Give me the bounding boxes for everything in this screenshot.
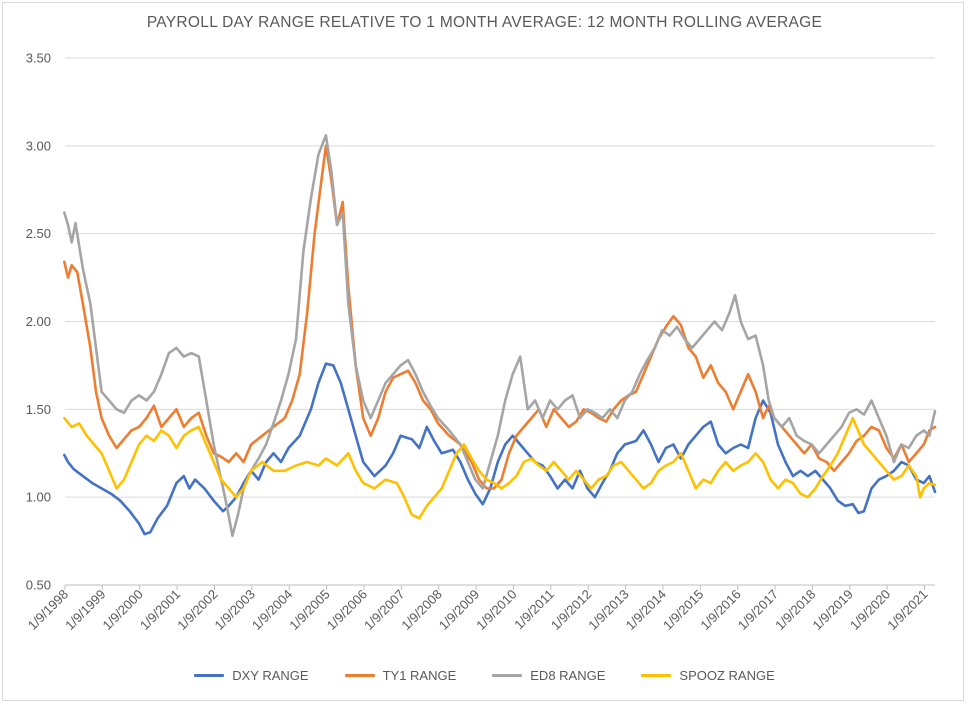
y-tick-label: 1.50 [26,402,51,417]
y-tick-label: 0.50 [26,578,51,593]
series-line-dxy-range [63,362,937,536]
legend-item: SPOOZ RANGE [641,668,775,683]
legend-label: TY1 RANGE [382,668,457,683]
legend-swatch [194,674,225,677]
y-tick-label: 1.00 [26,490,51,505]
x-tick-label: 1/9/2014 [623,587,669,633]
y-tick-label: 2.00 [26,314,51,329]
x-tick-label: 1/9/2021 [884,587,930,633]
x-axis-ticks: 1/9/19981/9/19991/9/20001/9/20011/9/2002… [25,585,931,633]
series-line-spooz-range [63,416,937,520]
x-tick-label: 1/9/2010 [473,587,519,633]
x-tick-label: 1/9/2015 [660,587,706,633]
y-tick-label: 3.50 [26,51,51,66]
chart-title: PAYROLL DAY RANGE RELATIVE TO 1 MONTH AV… [146,14,823,31]
series-line-ty1-range [63,144,937,490]
y-tick-label: 2.50 [26,226,51,241]
x-tick-label: 1/9/1998 [25,587,71,633]
legend-swatch [492,674,523,677]
x-tick-label: 1/9/2007 [361,587,407,633]
x-tick-label: 1/9/2009 [436,587,482,633]
legend-swatch [344,674,375,677]
legend-item: TY1 RANGE [344,668,457,683]
legend-label: DXY RANGE [232,668,309,683]
series-lines [63,134,937,538]
x-tick-label: 1/9/2008 [398,587,444,633]
x-tick-label: 1/9/2003 [212,587,258,633]
legend-item: ED8 RANGE [492,668,605,683]
x-tick-label: 1/9/2013 [585,587,631,633]
x-tick-label: 1/9/2001 [137,587,183,633]
chart-legend: DXY RANGE TY1 RANGE ED8 RANGE SPOOZ RANGE [0,668,969,683]
x-tick-label: 1/9/2020 [847,587,893,633]
x-tick-label: 1/9/2019 [810,587,856,633]
legend-label: SPOOZ RANGE [679,668,775,683]
x-tick-label: 1/9/2016 [697,587,743,633]
x-tick-label: 1/9/2012 [548,587,594,633]
x-tick-label: 1/9/2000 [99,587,145,633]
legend-item: DXY RANGE [194,668,309,683]
x-tick-label: 1/9/2002 [174,587,220,633]
y-axis-ticks: 0.50 1.00 1.50 2.00 2.50 3.00 3.50 [26,51,51,593]
x-tick-label: 1/9/2004 [249,587,295,633]
x-tick-label: 1/9/2005 [286,587,332,633]
x-tick-label: 1/9/1999 [62,587,108,633]
x-tick-label: 1/9/2017 [735,587,781,633]
legend-label: ED8 RANGE [530,668,606,683]
y-tick-label: 3.00 [26,138,51,153]
x-tick-label: 1/9/2006 [324,587,370,633]
x-tick-label: 1/9/2018 [772,587,818,633]
legend-swatch [641,674,672,677]
series-line-ed8-range [63,134,937,538]
